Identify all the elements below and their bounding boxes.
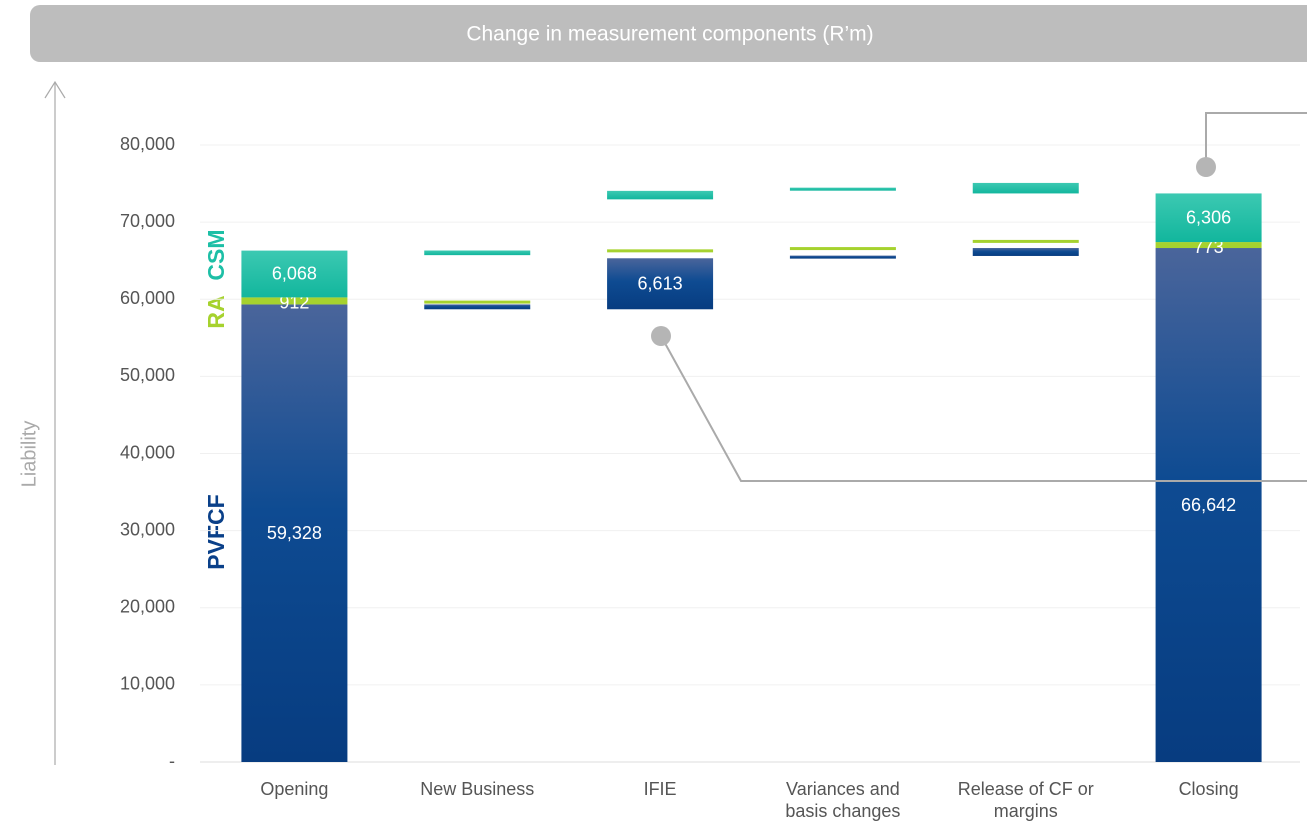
axis-arrow: [44, 80, 66, 99]
y-axis-label: Liability: [18, 421, 40, 488]
x-tick-label: Opening: [260, 779, 329, 799]
callouts: [651, 112, 1307, 482]
x-tick-label: New Business: [420, 779, 535, 799]
bar-segment: [241, 297, 348, 305]
bar-segment: [424, 250, 531, 256]
callout-line: [1205, 112, 1307, 167]
bar-segment: [607, 249, 714, 253]
y-tick-label: 20,000: [120, 597, 175, 617]
bar-segment: [1155, 248, 1262, 763]
callout-dot: [1196, 157, 1216, 177]
x-tick-label: IFIE: [643, 779, 677, 799]
title-banner: [30, 5, 1307, 62]
bar-segment: [241, 250, 348, 298]
y-tick-label: -: [169, 751, 175, 771]
legend-entry: CSM: [203, 229, 229, 280]
bar-segment: [1155, 242, 1262, 249]
bar-segment: [424, 300, 531, 304]
legend: PVFCF RA CSM: [203, 229, 229, 569]
data-label: 912: [279, 293, 309, 313]
y-tick-label: 70,000: [120, 211, 175, 231]
bar-segment: [607, 190, 714, 200]
y-tick-label: 80,000: [120, 134, 175, 154]
legend-entry: RA: [203, 295, 229, 328]
x-tick-label: Closing: [1178, 779, 1239, 799]
y-tick-label: 30,000: [120, 519, 175, 539]
bar-segment: [241, 304, 348, 762]
x-tick-label: Variances and basis changes: [785, 779, 901, 821]
bar-segment: [789, 247, 896, 251]
legend-entry: PVFCF: [203, 494, 229, 569]
callout-line: [660, 335, 1307, 482]
y-tick-label: 40,000: [120, 442, 175, 462]
bar-segment: [789, 187, 896, 191]
y-tick-label: 50,000: [120, 365, 175, 385]
bar-segment: [607, 258, 714, 310]
y-tick-label: 10,000: [120, 674, 175, 694]
data-label: 66,642: [1181, 495, 1236, 515]
data-label: 6,613: [638, 274, 683, 294]
plot-area: - 10,000 20,000 30,000 40,000 50,000 60,000 70,…: [120, 134, 1300, 771]
bar-segment: [972, 239, 1079, 243]
data-label: 59,328: [267, 523, 322, 543]
bar-segment: [789, 255, 896, 259]
bar-segment: [424, 304, 531, 310]
bar-segment: [1155, 193, 1262, 243]
bar-segment: [972, 182, 1079, 194]
y-tick-label: 60,000: [120, 288, 175, 308]
chart-title: Change in measurement components (R’m): [466, 23, 873, 46]
data-label: 6,306: [1186, 207, 1231, 227]
data-label: 6,068: [272, 264, 317, 284]
callout-dot: [651, 326, 671, 346]
bar-segment: [972, 248, 1079, 256]
x-tick-label: Release of CF or margins: [957, 779, 1094, 821]
